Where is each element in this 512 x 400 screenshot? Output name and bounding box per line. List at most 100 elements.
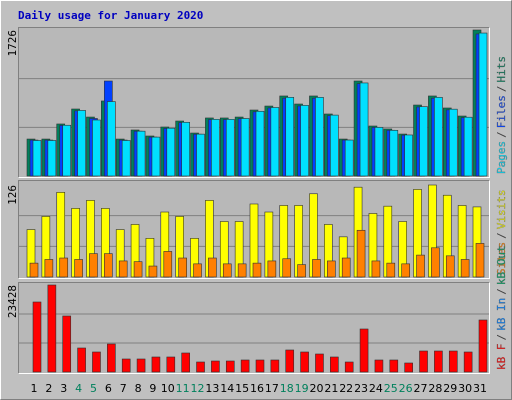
bar	[121, 358, 131, 373]
y-tick-label: 126	[6, 185, 19, 205]
x-tick-label: 23	[354, 382, 368, 395]
bar	[356, 229, 366, 278]
bar	[255, 110, 265, 177]
legend-separator: /	[495, 288, 508, 295]
bar	[166, 127, 176, 177]
bar	[133, 261, 143, 278]
bar	[107, 343, 116, 373]
x-tick-label: 22	[339, 382, 353, 395]
panel-shadow	[18, 282, 490, 374]
panel-shadow	[18, 27, 490, 178]
panel	[18, 282, 490, 374]
bar	[448, 350, 458, 373]
panel-light	[18, 27, 490, 178]
legend-entry: Hits	[495, 56, 508, 83]
bar	[47, 284, 57, 373]
bar	[327, 260, 336, 278]
bar	[359, 82, 369, 177]
bar	[330, 356, 339, 373]
bar	[389, 359, 399, 373]
bar	[62, 124, 72, 177]
y-tick-label: 23428	[6, 285, 19, 318]
bar	[416, 254, 425, 278]
bar	[463, 116, 473, 177]
x-tick-label: 3	[60, 382, 67, 395]
bar	[285, 349, 295, 373]
x-tick-label: 19	[295, 382, 309, 395]
bar	[434, 97, 443, 177]
bar	[252, 262, 262, 278]
legend-entry: Pages	[495, 141, 508, 174]
bar	[107, 101, 116, 177]
bar	[419, 350, 428, 373]
chart-title: Daily usage for January 2020	[18, 9, 203, 22]
bar	[181, 121, 190, 177]
x-tick-label: 25	[384, 382, 398, 395]
bar	[62, 315, 72, 373]
x-tick-label: 1	[31, 382, 38, 395]
x-tick-label: 26	[399, 382, 413, 395]
bar	[29, 262, 39, 278]
x-tick-label: 30	[458, 382, 472, 395]
x-tick-label: 27	[414, 382, 428, 395]
panel-shadow	[18, 180, 490, 279]
bar	[225, 360, 235, 373]
x-tick-label: 13	[205, 382, 219, 395]
x-tick-label: 17	[265, 382, 279, 395]
x-tick-label: 16	[250, 382, 264, 395]
bar	[371, 260, 381, 278]
bar	[374, 359, 384, 373]
bar	[359, 328, 369, 373]
panel-light	[18, 282, 490, 374]
bar	[285, 97, 295, 177]
x-tick-label: 5	[90, 382, 97, 395]
bar	[270, 359, 280, 373]
x-tick-label: 14	[220, 382, 234, 395]
bar	[389, 130, 399, 177]
bar	[315, 97, 324, 177]
x-tick-label: 29	[443, 382, 457, 395]
legend-entry: Visits	[495, 190, 508, 230]
legend: kB F / kB In / kB Out	[495, 245, 508, 370]
bar	[193, 263, 202, 278]
bar	[92, 119, 101, 177]
x-tick-label: 9	[149, 382, 156, 395]
bar	[118, 260, 128, 278]
x-tick-label: 4	[75, 382, 82, 395]
bar	[196, 133, 205, 177]
x-tick-label: 31	[473, 382, 487, 395]
bar	[208, 257, 217, 278]
x-tick-label: 24	[369, 382, 383, 395]
bar	[74, 259, 83, 278]
bar	[463, 351, 473, 373]
legend-entry: kB In	[495, 298, 508, 331]
x-tick-label: 8	[135, 382, 142, 395]
bar	[240, 359, 250, 373]
bar	[121, 140, 131, 177]
bar	[237, 263, 247, 278]
x-tick-label: 10	[161, 382, 175, 395]
legend-separator: /	[495, 232, 508, 239]
bar	[460, 259, 470, 278]
x-tick-label: 2	[45, 382, 52, 395]
legend-entry: kB F	[495, 344, 508, 371]
bar	[341, 257, 351, 278]
bar	[92, 351, 101, 373]
bar	[32, 140, 42, 177]
bar	[300, 351, 309, 373]
bar	[77, 347, 86, 373]
legend: Pages / Files / Hits	[495, 56, 508, 174]
bar	[267, 260, 277, 278]
bar	[297, 264, 306, 278]
x-tick-label: 7	[120, 382, 127, 395]
legend-entry: Files	[495, 95, 508, 128]
bar	[136, 358, 146, 373]
panel-light	[18, 180, 490, 279]
bar	[104, 253, 113, 278]
bar	[166, 356, 176, 373]
bar	[59, 257, 69, 278]
bar	[255, 359, 265, 373]
bar	[401, 263, 410, 278]
